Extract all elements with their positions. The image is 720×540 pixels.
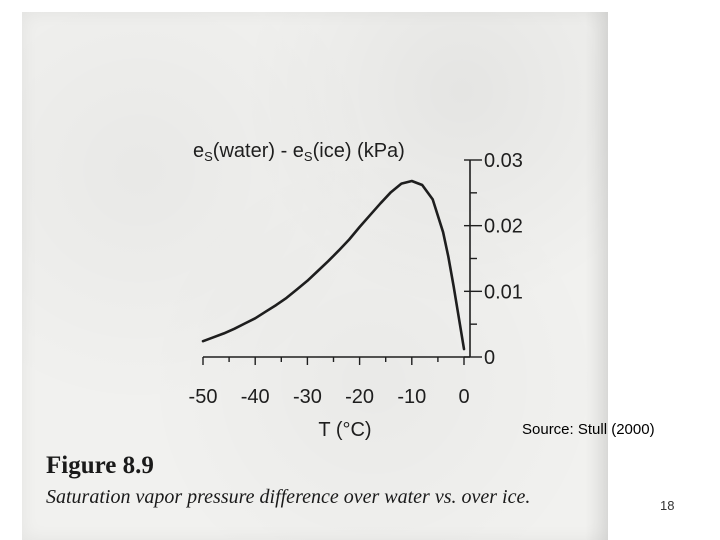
axes — [203, 160, 471, 358]
y-tick-label: 0.03 — [484, 150, 523, 172]
x-tick-label: -40 — [241, 386, 270, 408]
x-tick-label: 0 — [458, 386, 469, 408]
x-tick-label: -50 — [189, 386, 218, 408]
slide-number: 18 — [660, 498, 675, 513]
source-note: Source: Stull (2000) — [522, 421, 655, 438]
figure-label: Figure 8.9 — [46, 452, 154, 479]
x-axis-title: T (°C) — [318, 419, 371, 441]
series-line — [201, 179, 466, 351]
y-tick-label: 0 — [484, 347, 495, 369]
scanned-page — [22, 12, 608, 540]
scan-edge-shadow — [585, 12, 608, 540]
y-tick-label: 0.02 — [484, 216, 523, 238]
ticks: -50 -40 -30 -20 -10 00 0.01 0.02 0.03 — [189, 150, 523, 408]
series — [201, 179, 466, 351]
figure-caption: Saturation vapor pressure difference ove… — [46, 486, 531, 508]
y-tick-label: 0.01 — [484, 281, 523, 303]
x-tick-label: -20 — [345, 386, 374, 408]
y-axis-title: eS(water) - eS(ice) (kPa) — [193, 140, 405, 164]
x-tick-label: -30 — [293, 386, 322, 408]
x-tick-label: -10 — [397, 386, 426, 408]
